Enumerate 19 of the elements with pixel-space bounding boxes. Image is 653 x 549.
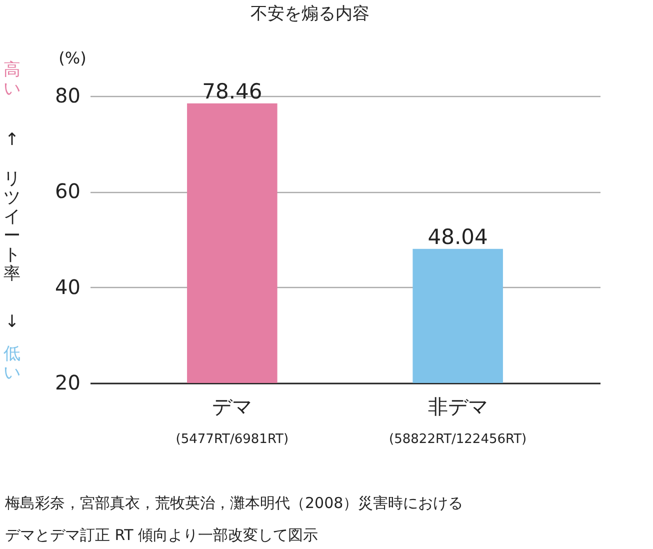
text: (58822RT/122456RT) [389,432,527,447]
data-label: 48.04 [428,224,488,249]
y-tick-label: 80 [55,84,80,108]
y-axis-title: (%) [58,48,86,68]
text: 梅島彩奈，宮部真衣，荒牧英治，灘本明代（2008）災害時における [4,494,464,512]
text: リツイート率 [4,169,20,284]
text: 低い [4,344,20,383]
y-tick-label: 60 [55,179,80,204]
data-label: 78.46 [202,79,262,104]
x-tick-label: 非デマ [428,394,488,418]
text: ↓ [4,312,20,332]
x-tick-label: デマ [212,394,252,418]
y-tick-label: 40 [55,274,80,299]
y-tick-label: 20 [55,370,80,394]
text: デマとデマ訂正 RT 傾向より一部改変して図示 [5,526,318,544]
text: ↑ [4,130,20,150]
text: (5477RT/6981RT) [176,432,289,447]
chart-title: 不安を煽る内容 [250,4,370,24]
text: 高い [4,60,20,99]
